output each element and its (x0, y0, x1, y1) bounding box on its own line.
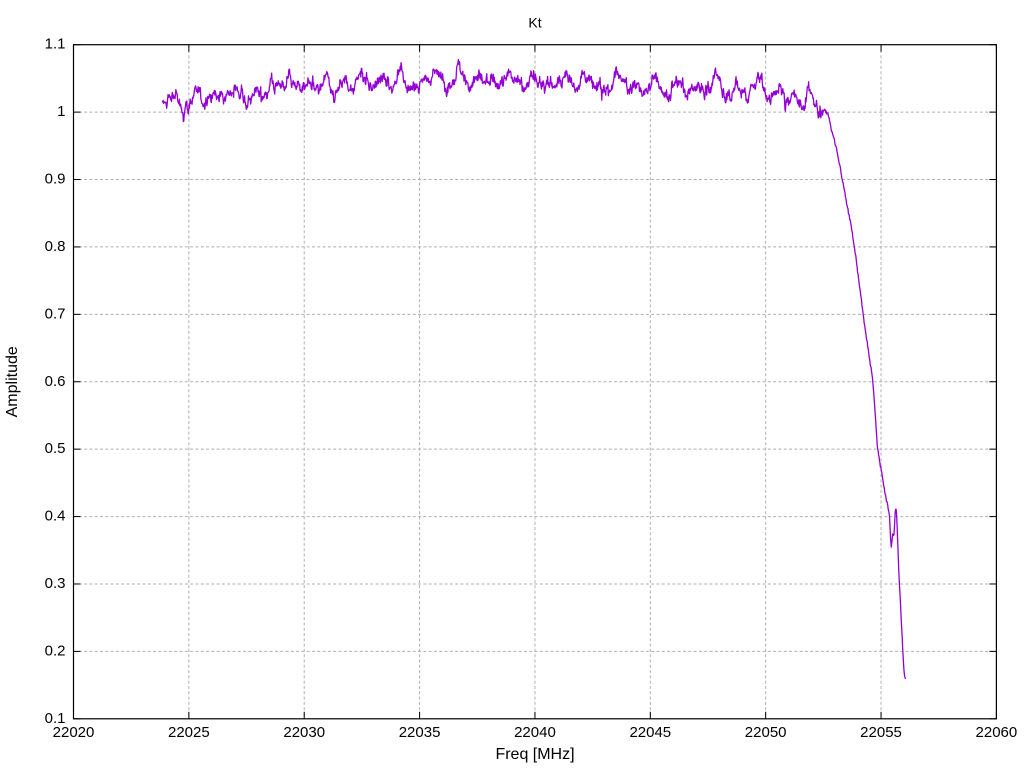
svg-text:22025: 22025 (168, 724, 210, 741)
svg-text:0.4: 0.4 (45, 508, 66, 525)
svg-text:22055: 22055 (860, 724, 902, 741)
svg-text:22035: 22035 (399, 724, 441, 741)
svg-text:0.2: 0.2 (45, 642, 66, 659)
svg-text:0.9: 0.9 (45, 171, 66, 188)
svg-text:0.5: 0.5 (45, 440, 66, 457)
svg-text:1: 1 (57, 103, 65, 120)
svg-text:1.1: 1.1 (45, 36, 66, 53)
svg-text:22030: 22030 (283, 724, 325, 741)
svg-text:22045: 22045 (629, 724, 671, 741)
svg-text:22060: 22060 (976, 724, 1018, 741)
svg-text:0.6: 0.6 (45, 373, 66, 390)
svg-text:Kt: Kt (528, 15, 541, 31)
svg-text:0.7: 0.7 (45, 305, 66, 322)
svg-text:22050: 22050 (745, 724, 787, 741)
svg-text:22040: 22040 (514, 724, 556, 741)
svg-text:0.1: 0.1 (45, 710, 66, 727)
svg-text:0.8: 0.8 (45, 238, 66, 255)
svg-text:Freq [MHz]: Freq [MHz] (495, 746, 574, 763)
svg-text:Amplitude: Amplitude (4, 346, 21, 417)
svg-text:0.3: 0.3 (45, 575, 66, 592)
